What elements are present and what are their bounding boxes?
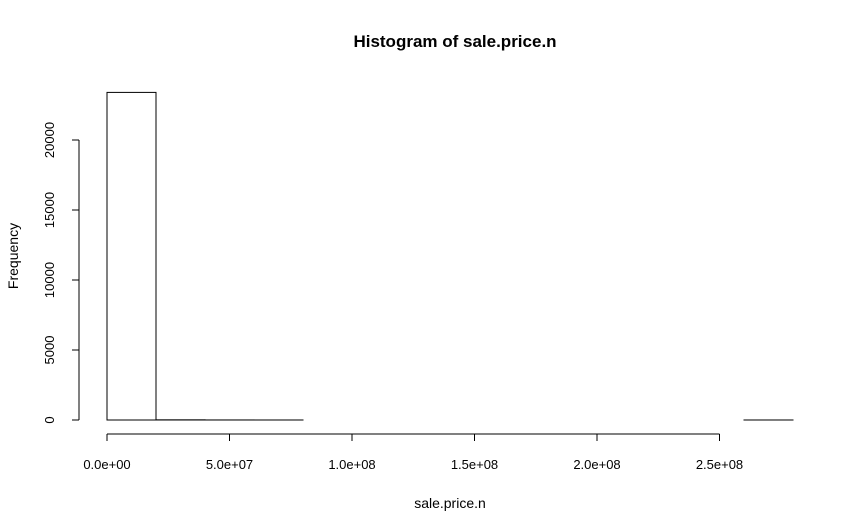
y-tick-label-2: 10000: [42, 262, 57, 298]
x-tick-label-4: 2.0e+08: [573, 457, 620, 472]
x-tick-label-3: 1.5e+08: [451, 457, 498, 472]
x-tick-label-0: 0.0e+00: [83, 457, 130, 472]
y-axis-label: Frequency: [5, 223, 21, 289]
y-tick-label-3: 15000: [42, 192, 57, 228]
x-tick-label-5: 2.5e+08: [696, 457, 743, 472]
x-axis-label: sale.price.n: [414, 495, 486, 511]
y-axis: 0 5000 10000 15000 20000: [42, 122, 80, 424]
x-axis: 0.0e+00 5.0e+07 1.0e+08 1.5e+08 2.0e+08 2.5e+…: [83, 433, 743, 472]
bars-group: [106, 91, 794, 421]
y-tick-label-0: 0: [42, 416, 57, 423]
histogram-bar-0: [106, 91, 157, 421]
x-tick-label-2: 1.0e+08: [328, 457, 375, 472]
chart-title: Histogram of sale.price.n: [353, 32, 556, 51]
y-tick-label-1: 5000: [42, 336, 57, 365]
y-tick-label-4: 20000: [42, 122, 57, 158]
x-tick-label-1: 5.0e+07: [206, 457, 253, 472]
